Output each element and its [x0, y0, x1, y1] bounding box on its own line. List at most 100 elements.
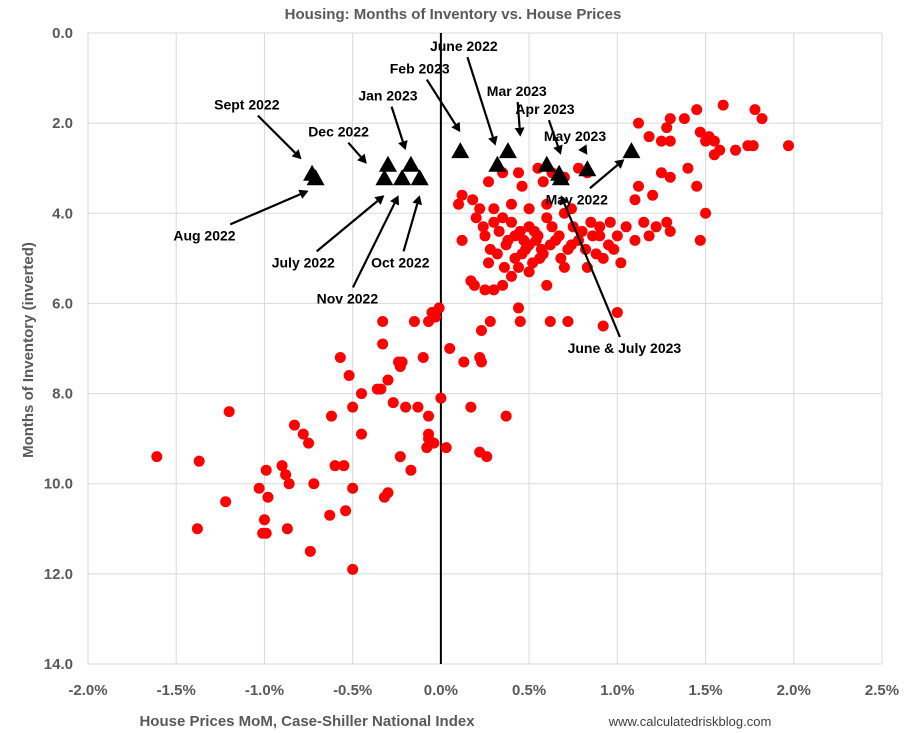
annotation-arrow-line — [229, 193, 301, 226]
historical-point — [587, 230, 599, 242]
historical-point — [400, 401, 412, 413]
historical-point — [281, 523, 293, 535]
historical-point — [530, 234, 542, 246]
historical-point — [453, 198, 465, 210]
y-axis-title: Months of Inventory (inverted) — [20, 242, 37, 458]
y-tick-label: 4.0 — [52, 205, 73, 222]
historical-point — [488, 216, 500, 228]
historical-point — [513, 167, 525, 179]
historical-point — [412, 401, 424, 413]
historical-point — [377, 338, 389, 350]
historical-point — [458, 356, 470, 368]
historical-point — [475, 324, 487, 336]
historical-point — [262, 491, 274, 503]
annotation-arrow-head — [559, 195, 569, 206]
historical-point — [479, 284, 491, 296]
historical-point — [223, 406, 235, 418]
historical-point — [258, 514, 270, 526]
historical-point — [334, 352, 346, 364]
historical-point — [470, 212, 482, 224]
historical-point — [516, 248, 528, 260]
historical-point — [664, 135, 676, 147]
historical-point — [594, 221, 606, 233]
historical-point — [347, 482, 359, 494]
historical-point — [338, 460, 350, 472]
historical-point — [475, 356, 487, 368]
gridlines — [87, 32, 883, 665]
historical-point — [433, 302, 445, 314]
x-tick-label: 2.5% — [865, 682, 899, 699]
y-tick-label: 12.0 — [44, 566, 73, 583]
historical-point — [513, 261, 525, 273]
y-tick-label: 10.0 — [44, 476, 73, 493]
historical-point — [440, 442, 452, 454]
historical-point — [565, 239, 577, 251]
historical-point — [405, 464, 417, 476]
historical-point — [193, 455, 205, 467]
historical-point — [717, 99, 729, 111]
annotation-arrow-line — [589, 164, 619, 190]
historical-point — [325, 410, 337, 422]
historical-point — [747, 140, 759, 152]
historical-point — [505, 198, 517, 210]
historical-point — [535, 243, 547, 255]
historical-point — [611, 306, 623, 318]
annotation-label: July 2022 — [272, 254, 335, 270]
annotations: Sept 2022 Dec 2022 Jan 2023 Feb 2023 June 20… — [173, 38, 681, 356]
recent-point-triangle — [488, 155, 507, 172]
historical-point — [456, 234, 468, 246]
historical-point — [523, 266, 535, 278]
historical-point — [597, 320, 609, 332]
historical-point — [633, 180, 645, 192]
annotation-arrow-line — [390, 106, 404, 142]
historical-point — [585, 216, 597, 228]
historical-point — [500, 239, 512, 251]
historical-point — [647, 189, 659, 201]
historical-point — [428, 437, 440, 449]
annotation-arrow-line — [466, 56, 494, 138]
annotation-arrow-head — [488, 135, 498, 146]
historical-point — [387, 397, 399, 409]
historical-point — [537, 176, 549, 188]
historical-point — [782, 140, 794, 152]
historical-point — [534, 252, 546, 264]
x-axis-ticks: -2.0% -1.5% -1.0% -0.5% 0.0% 0.5% 1.0% 1.5% 2.0%… — [68, 682, 899, 699]
historical-point — [664, 113, 676, 125]
annotation-arrow-head — [614, 159, 625, 169]
historical-point — [597, 252, 609, 264]
historical-point — [576, 225, 588, 237]
historical-point — [347, 563, 359, 575]
x-tick-label: 1.5% — [688, 682, 722, 699]
historical-point — [483, 176, 495, 188]
historical-point — [756, 113, 768, 125]
annotation-label: Oct 2022 — [371, 254, 430, 270]
historical-point — [541, 198, 553, 210]
historical-point — [474, 203, 486, 215]
historical-point — [498, 261, 510, 273]
historical-point — [488, 203, 500, 215]
annotation-arrow-line — [563, 203, 621, 338]
annotation-arrow-line — [257, 114, 296, 154]
historical-point — [417, 352, 429, 364]
recent-point-triangle — [578, 160, 597, 177]
recent-point-triangle — [451, 142, 470, 159]
x-tick-label: -1.5% — [157, 682, 196, 699]
historical-point — [483, 257, 495, 269]
historical-point — [491, 248, 503, 260]
historical-point — [343, 370, 355, 382]
annotation-label: June & July 2023 — [568, 340, 682, 356]
historical-point — [260, 464, 272, 476]
annotation-arrow-line — [516, 102, 521, 128]
historical-point — [509, 230, 521, 242]
historical-point — [151, 451, 163, 463]
historical-point — [604, 216, 616, 228]
historical-point — [661, 216, 673, 228]
historical-point — [620, 221, 632, 233]
historical-point — [615, 257, 627, 269]
historical-point — [516, 180, 528, 192]
historical-point — [643, 230, 655, 242]
historical-point — [394, 361, 406, 373]
historical-point — [505, 216, 517, 228]
historical-point — [481, 451, 493, 463]
historical-point — [355, 388, 367, 400]
